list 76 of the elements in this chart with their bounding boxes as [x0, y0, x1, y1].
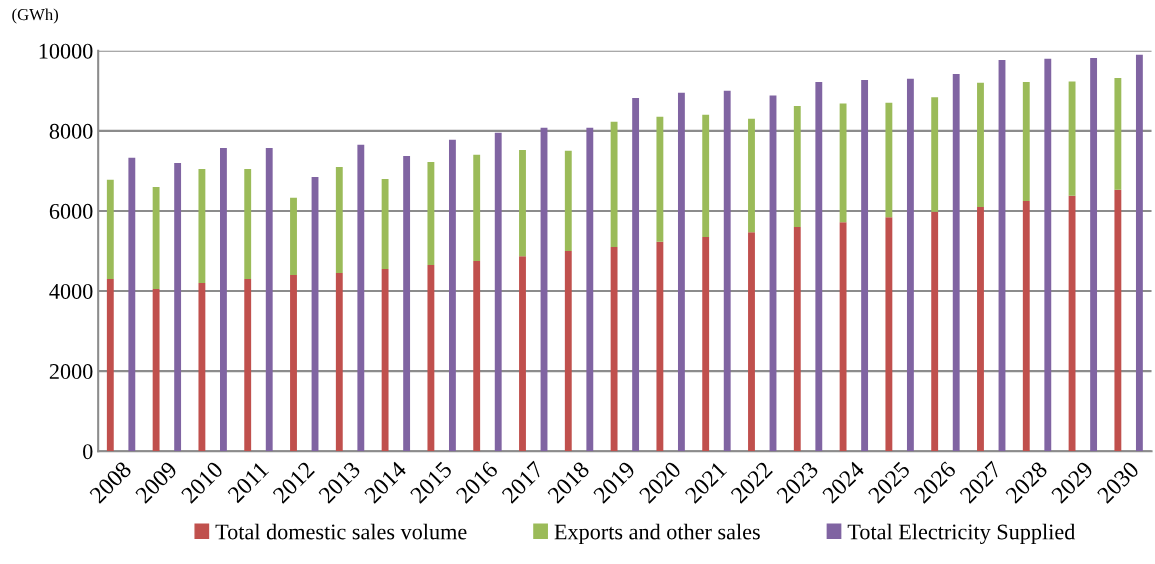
bar	[244, 168, 252, 280]
bar	[861, 79, 869, 452]
bar	[519, 150, 526, 257]
legend-label: Total domestic sales volume	[215, 523, 467, 540]
y-tick-label: 6000	[49, 203, 93, 219]
bar	[427, 265, 435, 452]
bar	[448, 139, 456, 452]
bar	[1090, 57, 1098, 452]
bar	[1044, 58, 1052, 452]
bar	[748, 232, 755, 452]
bar	[1114, 77, 1122, 190]
y-tick-label: 2000	[49, 364, 93, 380]
bar	[677, 92, 685, 452]
bar	[357, 144, 365, 452]
bar	[952, 73, 960, 452]
y-tick-label: 10000	[39, 43, 93, 59]
bar	[152, 289, 160, 452]
bar	[586, 127, 594, 452]
y-axis-title: (GWh)	[12, 8, 59, 24]
bar	[1114, 189, 1122, 452]
bar	[1022, 81, 1030, 201]
bar	[931, 97, 939, 212]
bar	[152, 186, 160, 290]
bar	[793, 106, 801, 227]
bar	[519, 256, 526, 452]
bar	[839, 222, 847, 452]
bar	[403, 156, 411, 452]
y-tick-label: 8000	[49, 123, 93, 139]
bar	[839, 103, 847, 223]
bar	[702, 236, 710, 452]
bar	[977, 82, 984, 207]
bar	[723, 90, 731, 452]
bar	[702, 114, 710, 237]
bar	[220, 148, 227, 452]
bar	[290, 275, 297, 452]
bar	[473, 154, 481, 261]
bar	[198, 283, 206, 452]
bar	[793, 226, 801, 452]
bar	[427, 162, 435, 265]
bar	[128, 157, 136, 452]
bar	[198, 168, 206, 284]
bar	[1068, 195, 1076, 452]
bar	[656, 241, 664, 452]
bar	[564, 250, 572, 452]
bar	[610, 246, 618, 452]
bar	[815, 81, 823, 452]
bar	[381, 269, 389, 452]
legend-label: Exports and other sales	[554, 523, 760, 544]
bar	[885, 217, 893, 452]
bar	[748, 118, 755, 233]
bar	[632, 98, 640, 452]
bar	[244, 279, 252, 452]
legend-label: Total Electricity Supplied	[847, 523, 1076, 544]
bar	[335, 273, 343, 452]
bar	[610, 121, 618, 247]
bar	[977, 206, 984, 452]
y-tick-label: 4000	[49, 283, 93, 299]
bar	[106, 279, 114, 452]
bar	[494, 132, 502, 452]
bar	[1068, 81, 1076, 196]
bar	[290, 197, 297, 276]
bar	[931, 211, 939, 452]
bar	[564, 150, 572, 251]
bar	[473, 260, 481, 452]
bar	[174, 162, 182, 452]
bar	[1022, 200, 1030, 452]
bar	[381, 178, 389, 269]
x-tick-label: 2011	[226, 461, 270, 504]
bar	[335, 166, 343, 273]
bar	[906, 78, 914, 452]
bar	[265, 148, 273, 452]
bar	[656, 116, 664, 242]
y-tick-label: 0	[83, 444, 93, 460]
bar	[1135, 54, 1143, 452]
bar	[885, 102, 893, 218]
bar	[106, 179, 114, 280]
